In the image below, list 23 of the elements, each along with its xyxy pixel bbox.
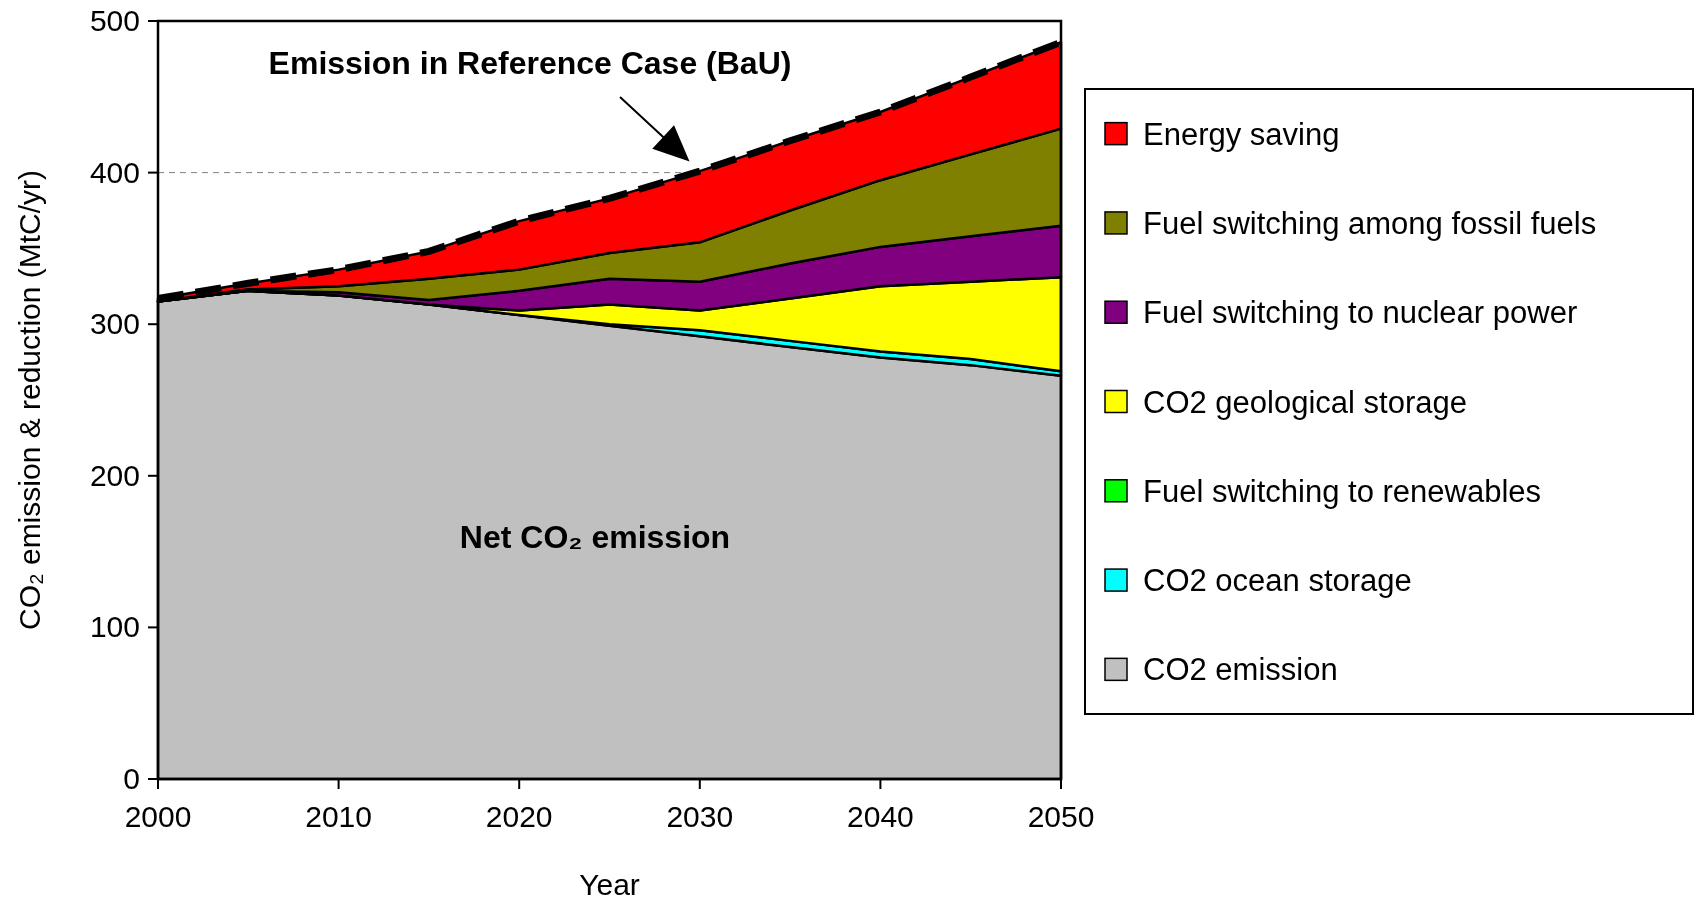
y-tick-label: 300: [89, 307, 140, 341]
x-tick-label: 2050: [1027, 800, 1095, 833]
x-axis-title: Year: [579, 868, 640, 901]
legend-label: Energy saving: [1143, 116, 1340, 152]
x-tick-label: 2020: [485, 800, 553, 833]
y-axis-title: CO₂ emission & reduction (MtC/yr): [13, 169, 46, 631]
x-tick-label: 2030: [666, 800, 734, 833]
legend-label: Fuel switching to renewables: [1143, 473, 1542, 509]
x-tick-label: 2000: [124, 800, 192, 833]
x-tick-label: 2010: [305, 800, 372, 833]
y-tick-label: 500: [89, 4, 140, 37]
y-tick-label: 200: [89, 458, 140, 492]
legend-label: Fuel switching among fossil fuels: [1143, 205, 1597, 241]
y-tick-label: 0: [123, 762, 140, 795]
y-tick-label: 100: [89, 610, 140, 644]
legend-label: CO2 emission: [1143, 652, 1338, 688]
annotation: Net CO₂ emission: [459, 519, 731, 555]
legend-label: Fuel switching to nuclear power: [1143, 295, 1578, 331]
legend-label: CO2 ocean storage: [1143, 563, 1412, 599]
y-tick-label: 400: [89, 155, 140, 189]
legend-label: CO2 geological storage: [1143, 384, 1467, 420]
annotation: Emission in Reference Case (BaU): [268, 45, 792, 81]
x-tick-label: 2040: [847, 800, 914, 833]
